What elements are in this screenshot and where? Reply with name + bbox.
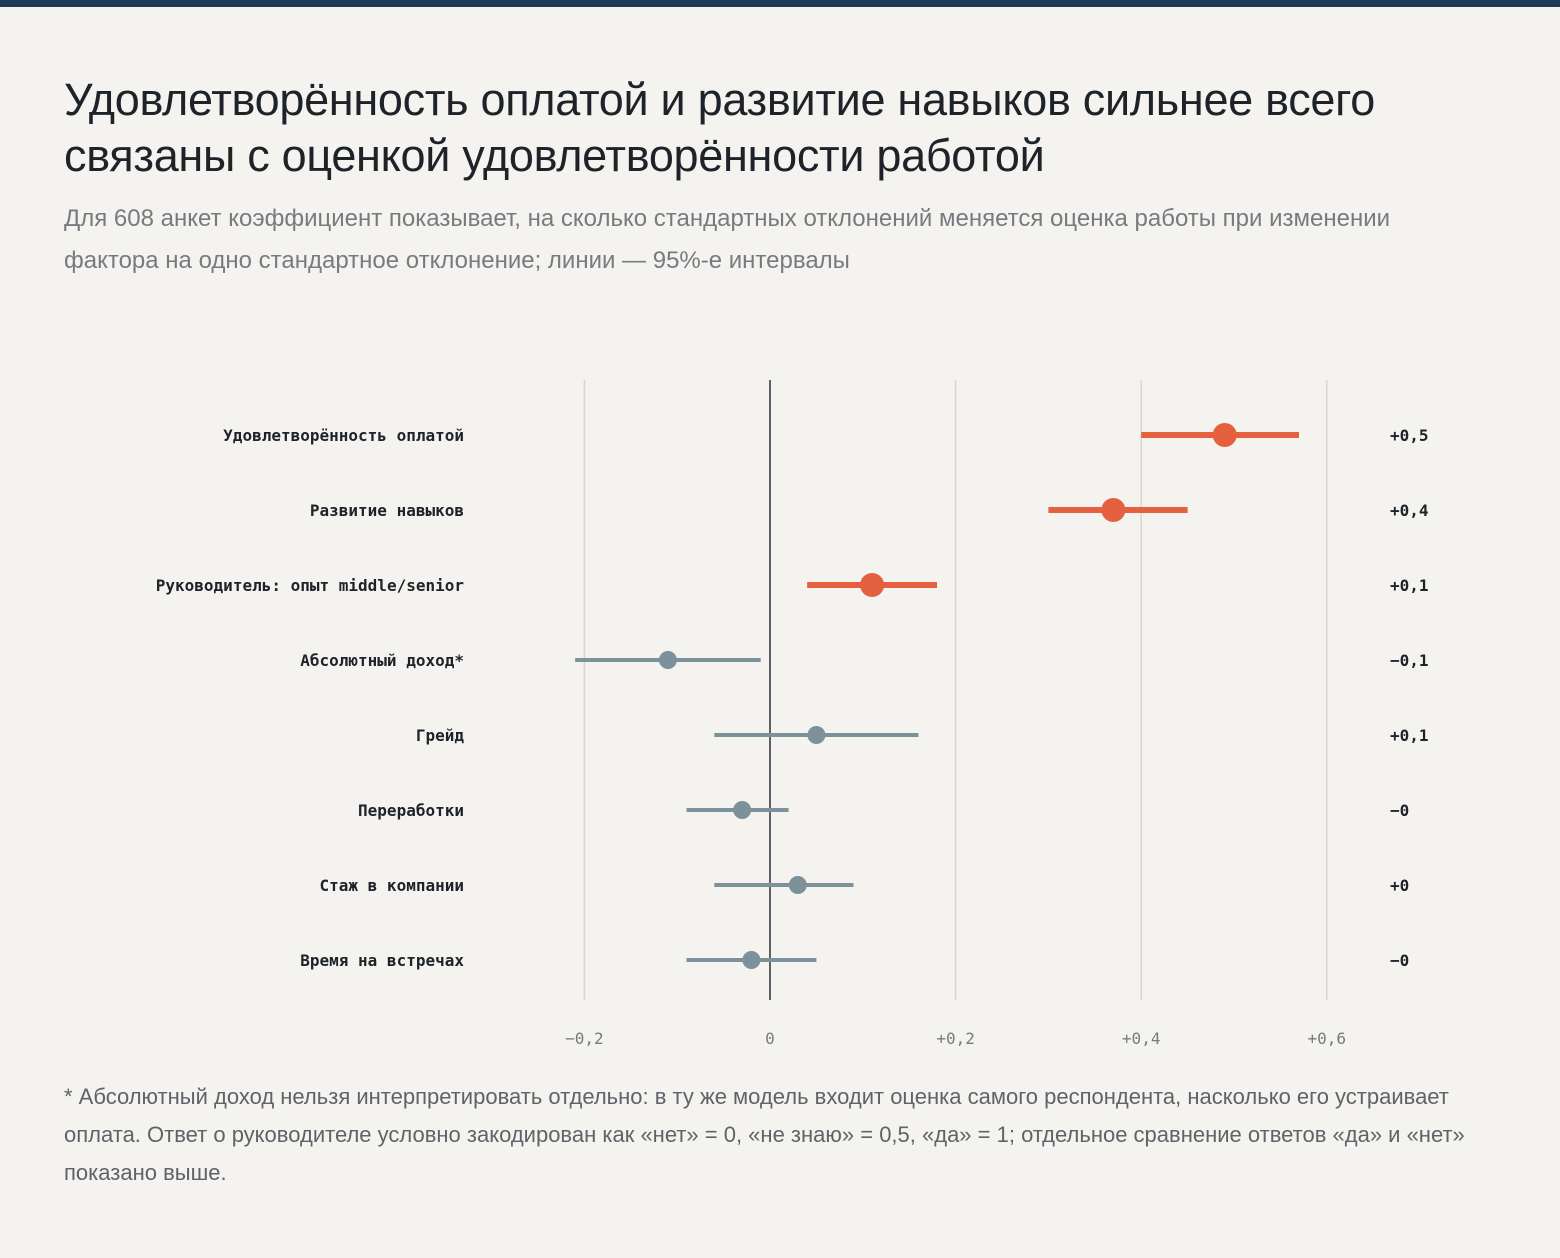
coefficient-row: Грейд +0,1	[416, 726, 1429, 745]
row-label: Грейд	[416, 726, 465, 745]
x-tick-labels: −0,2 0 +0,2 +0,4 +0,6	[565, 1029, 1346, 1048]
rows-layer: Удовлетворённость оплатой +0,5 Развитие на…	[156, 423, 1429, 970]
chart-subtitle: Для 608 анкет коэффициент показывает, на…	[64, 205, 1391, 274]
estimate-point	[788, 876, 807, 894]
value-label: +0	[1390, 876, 1409, 895]
x-tick-label: +0,6	[1308, 1029, 1347, 1048]
x-tick-label: +0,2	[936, 1029, 975, 1048]
coefficient-row: Стаж в компании +0	[320, 876, 1409, 895]
estimate-point	[860, 573, 885, 597]
x-tick-label: +0,4	[1122, 1029, 1161, 1048]
coefficient-row: Руководитель: опыт middle/senior +0,1	[156, 573, 1429, 597]
chart-title: Удовлетворённость оплатой и развитие нав…	[64, 74, 1375, 181]
value-label: +0,1	[1390, 576, 1429, 595]
row-label: Удовлетворённость оплатой	[223, 426, 464, 445]
value-label: +0,1	[1390, 726, 1429, 745]
coefficient-row: Удовлетворённость оплатой +0,5	[223, 423, 1429, 447]
value-label: −0	[1390, 801, 1409, 820]
value-label: +0,5	[1390, 426, 1429, 445]
row-label: Развитие навыков	[310, 501, 464, 520]
x-tick-label: 0	[765, 1029, 775, 1048]
top-accent-rule	[0, 0, 1560, 7]
estimate-point	[807, 726, 826, 744]
row-label: Время на встречах	[300, 951, 464, 970]
row-label: Переработки	[358, 801, 464, 820]
value-label: +0,4	[1390, 501, 1429, 520]
value-label: −0,1	[1390, 651, 1429, 670]
coefficient-row: Абсолютный доход* −0,1	[300, 651, 1429, 670]
grid-layer	[583, 380, 1328, 1000]
estimate-point	[742, 951, 761, 969]
estimate-point	[658, 651, 677, 669]
coefficient-row: Время на встречах −0	[300, 951, 1409, 970]
estimate-point	[1101, 498, 1126, 522]
x-tick-label: −0,2	[565, 1029, 604, 1048]
coefficient-row: Переработки −0	[358, 801, 1409, 820]
coefficient-chart: Удовлетворённость оплатой +0,5 Развитие на…	[156, 380, 1429, 1048]
value-label: −0	[1390, 951, 1409, 970]
row-label: Руководитель: опыт middle/senior	[156, 576, 464, 595]
coefficient-row: Развитие навыков +0,4	[310, 498, 1429, 522]
row-label: Стаж в компании	[320, 876, 465, 895]
estimate-point	[733, 801, 752, 819]
row-label: Абсолютный доход*	[300, 651, 464, 670]
footnote: * Абсолютный доход нельзя интерпретирова…	[64, 1084, 1465, 1185]
estimate-point	[1212, 423, 1237, 447]
